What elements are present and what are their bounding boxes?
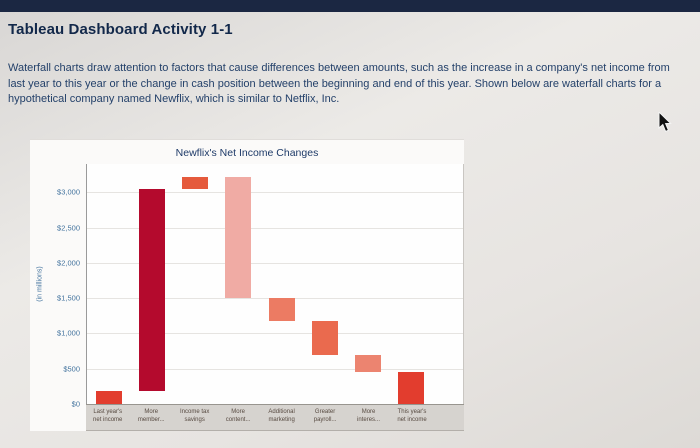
- intro-paragraph: Waterfall charts draw attention to facto…: [8, 62, 670, 106]
- x-axis-label-line: interes...: [357, 417, 381, 424]
- y-tick-label: $1,500: [57, 293, 80, 303]
- mouse-cursor-icon: [658, 112, 672, 133]
- x-axis-label-more-content: More content...: [214, 408, 262, 424]
- x-axis-label-line: Additional: [268, 409, 295, 415]
- x-axis-label-line: More: [361, 409, 376, 415]
- x-axis-label-more-interest: More interes...: [345, 408, 393, 424]
- x-axis-label-line: Income tax: [179, 409, 210, 415]
- plot-area: [86, 164, 464, 404]
- x-axis-label-last-years-net-income: Last year's net income: [84, 408, 132, 424]
- y-tick-label: $0: [71, 399, 80, 409]
- waterfall-bar-greater-payroll: [311, 320, 338, 355]
- gridline: [87, 262, 463, 264]
- x-axis-label-line: Last year's: [93, 409, 123, 415]
- y-tick-label: $3,000: [57, 187, 80, 197]
- x-axis-label-band: Last year's net income More member... Income…: [86, 404, 464, 431]
- x-axis-label-line: marketing: [268, 417, 295, 424]
- y-axis: (in millions) $3,000 $2,500 $2,000 $1,500 $1…: [30, 164, 86, 409]
- x-axis-label-line: savings: [184, 417, 205, 424]
- y-tick-label: $500: [63, 364, 80, 374]
- x-axis-label-income-tax-savings: Income tax savings: [171, 408, 219, 424]
- gridline: [87, 368, 463, 370]
- waterfall-bar-additional-marketing: [268, 298, 295, 321]
- gridline: [87, 333, 463, 335]
- waterfall-bar-this-years-net-income: [398, 371, 425, 404]
- x-axis-label-line: Greater: [314, 409, 336, 415]
- gridline: [87, 192, 463, 194]
- waterfall-bar-last-years-net-income: [95, 390, 122, 404]
- page-title: Tableau Dashboard Activity 1-1: [8, 21, 233, 38]
- x-axis-label-line: This year's: [397, 409, 427, 415]
- x-axis-label-line: net income: [397, 417, 427, 424]
- waterfall-bar-income-tax-savings: [182, 176, 209, 189]
- x-axis-label-more-members: More member...: [127, 408, 175, 424]
- y-tick-label: $2,000: [57, 258, 80, 268]
- y-tick-label: $1,000: [57, 328, 80, 338]
- x-axis-label-this-years-net-income: This year's net income: [388, 408, 436, 424]
- waterfall-bar-more-interest: [355, 354, 382, 372]
- y-axis-label: (in millions): [36, 266, 44, 302]
- x-axis-label-line: payroll...: [313, 417, 337, 424]
- x-axis-label-line: member...: [137, 417, 165, 424]
- chart-title: Newflix's Net Income Changes: [175, 147, 319, 159]
- gridline: [87, 227, 463, 229]
- x-axis-label-line: More: [144, 409, 159, 415]
- waterfall-chart: Newflix's Net Income Changes (in million…: [30, 139, 464, 431]
- waterfall-bar-more-content: [225, 176, 252, 299]
- window-top-bar: [0, 0, 700, 12]
- plot-row: (in millions) $3,000 $2,500 $2,000 $1,500 $1…: [30, 164, 464, 409]
- x-axis-label-line: net income: [93, 417, 123, 424]
- x-axis-label-line: More: [231, 409, 245, 415]
- waterfall-bar-more-members: [138, 188, 165, 391]
- x-axis-label-additional-marketing: Additional marketing: [258, 408, 306, 424]
- x-axis-label-line: content...: [225, 417, 251, 424]
- y-tick-label: $2,500: [57, 223, 80, 233]
- x-axis-label-greater-payroll: Greater payroll...: [301, 408, 349, 424]
